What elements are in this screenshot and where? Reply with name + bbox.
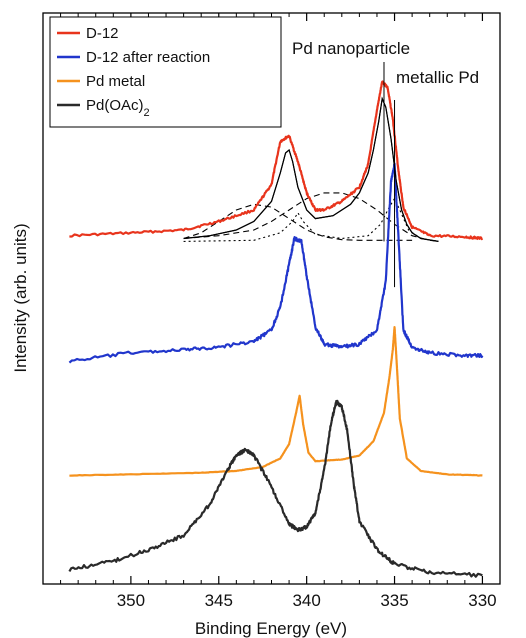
series-line-d-12-after-reaction	[68, 162, 484, 364]
legend-label-pd-oac-2: Pd(OAc)2	[86, 97, 150, 119]
legend: D-12 D-12 after reaction Pd metal Pd(OAc)2	[49, 16, 282, 128]
spectra-series	[68, 80, 484, 578]
x-tick-label-345: 345	[205, 591, 233, 610]
x-tick-label-340: 340	[292, 591, 320, 610]
legend-box	[49, 16, 282, 128]
fit-line-metallic-pd-component	[183, 197, 439, 242]
fit-envelope-overlay	[183, 96, 439, 242]
reference-lines: Pd nanoparticle metallic Pd	[292, 39, 479, 288]
legend-label-pd-metal: Pd metal	[86, 73, 145, 90]
series-line-d-12	[69, 80, 484, 241]
fit-line-pd-nanoparticle-3d5-component	[183, 192, 439, 242]
legend-label-d-12-after-reaction: D-12 after reaction	[86, 49, 210, 66]
x-axis-ticks: 350 345 340 335 330	[60, 13, 501, 610]
x-axis-label: Binding Energy (eV)	[195, 619, 347, 638]
series-line-pd-metal	[69, 326, 483, 477]
annotation-pd-nanoparticle: Pd nanoparticle	[292, 39, 410, 58]
y-axis-label: Intensity (arb. units)	[11, 223, 30, 372]
series-line-pd-oac-2	[68, 399, 483, 578]
x-tick-label-335: 335	[380, 591, 408, 610]
legend-label-d-12: D-12	[86, 25, 119, 42]
x-tick-label-330: 330	[468, 591, 496, 610]
x-tick-label-350: 350	[117, 591, 145, 610]
annotation-metallic-pd: metallic Pd	[396, 68, 479, 87]
